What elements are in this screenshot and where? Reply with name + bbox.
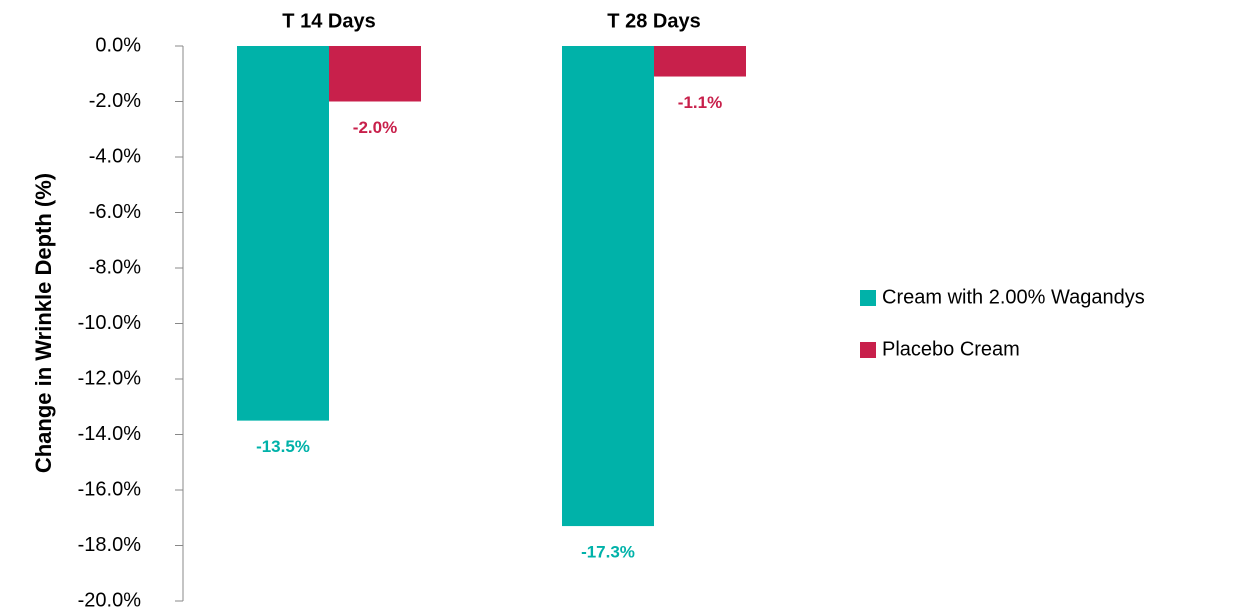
legend-label: Placebo Cream (882, 338, 1020, 360)
y-tick-label: -4.0% (89, 145, 141, 167)
legend-label: Cream with 2.00% Wagandys (882, 286, 1145, 308)
bar (562, 46, 654, 527)
y-tick-label: -18.0% (78, 534, 142, 556)
value-label: -1.1% (678, 93, 722, 112)
y-tick-label: -20.0% (78, 589, 142, 611)
y-axis-label: Change in Wrinkle Depth (%) (31, 173, 56, 473)
y-tick-label: -14.0% (78, 423, 142, 445)
bar (237, 46, 329, 421)
y-tick-label: -6.0% (89, 201, 141, 223)
category-label: T 14 Days (282, 10, 375, 32)
category-label: T 28 Days (607, 10, 700, 32)
y-tick-label: 0.0% (95, 34, 141, 56)
value-label: -17.3% (581, 543, 635, 562)
bar (654, 46, 746, 77)
y-tick-label: -10.0% (78, 312, 142, 334)
bar (329, 46, 421, 102)
value-label: -2.0% (353, 118, 397, 137)
value-label: -13.5% (256, 437, 310, 456)
legend-swatch (860, 290, 876, 306)
y-tick-label: -2.0% (89, 90, 141, 112)
y-tick-label: -16.0% (78, 478, 142, 500)
y-tick-label: -12.0% (78, 367, 142, 389)
y-tick-label: -8.0% (89, 256, 141, 278)
legend-swatch (860, 342, 876, 358)
